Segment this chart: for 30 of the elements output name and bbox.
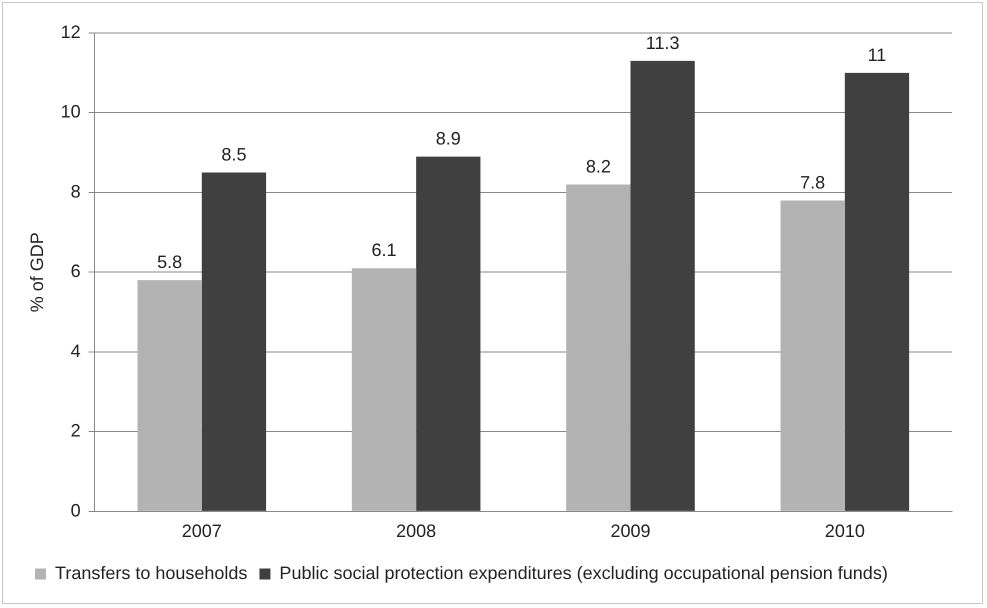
x-tick-label: 2009 — [610, 521, 651, 542]
y-tick-label: 2 — [70, 420, 81, 441]
data-label: 8.5 — [221, 144, 246, 164]
y-tick-label: 0 — [70, 500, 81, 520]
bar — [202, 172, 266, 511]
bar — [780, 200, 845, 511]
data-label: 6.1 — [371, 240, 396, 260]
bar — [844, 72, 910, 511]
y-tick-label: 4 — [70, 340, 81, 361]
data-label: 5.8 — [157, 252, 182, 272]
bar — [630, 60, 695, 511]
bar — [566, 184, 630, 511]
x-tick-label: 2008 — [396, 521, 436, 542]
y-tick-label: 12 — [60, 22, 81, 42]
y-axis-title: % of GDP — [26, 232, 47, 312]
data-label: 8.9 — [436, 128, 461, 149]
legend-label: Public social protection expenditures (excluding occupational pension funds) — [279, 562, 888, 583]
bar — [352, 268, 416, 511]
y-tick-label: 6 — [70, 261, 81, 282]
y-tick-label: 10 — [60, 102, 81, 122]
bar — [137, 280, 202, 511]
legend-label: Transfers to households — [55, 562, 248, 583]
data-label: 8.2 — [586, 156, 611, 176]
x-tick-label: 2010 — [824, 521, 865, 542]
data-label: 11 — [868, 44, 886, 65]
bar — [416, 156, 480, 511]
y-tick-label: 8 — [70, 181, 81, 202]
data-label: 7.8 — [800, 172, 826, 192]
data-label: 11.3 — [646, 32, 680, 53]
x-tick-label: 2007 — [182, 521, 222, 542]
